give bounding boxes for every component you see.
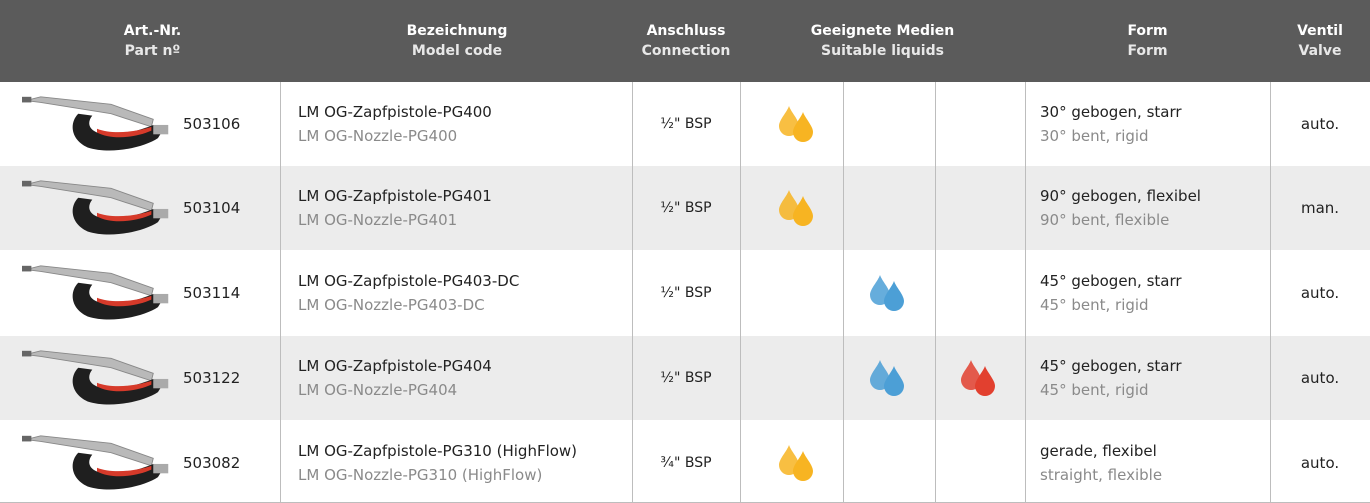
liquid-icon	[959, 360, 999, 396]
form-de: 90° gebogen, flexibel	[1040, 186, 1201, 206]
table: 503106 LM OG-Zapfpistole-PG400 LM OG-Nozzl…	[0, 0, 1370, 503]
header-label-de: Geeignete Medien	[740, 21, 1025, 41]
column-divider	[280, 82, 281, 503]
form-en: 90° bent, flexible	[1040, 210, 1169, 230]
table-body: 503106 LM OG-Zapfpistole-PG400 LM OG-Nozzl…	[0, 0, 1370, 503]
header-label-de: Anschluss	[632, 21, 740, 41]
column-divider	[632, 82, 633, 503]
connection: ¾" BSP	[632, 453, 740, 473]
name-en: LM OG-Nozzle-PG401	[298, 210, 457, 230]
liquid-icon	[777, 106, 817, 142]
liquid-icon	[777, 190, 817, 226]
header-label-en: Part nº	[20, 41, 285, 61]
valve: auto.	[1270, 368, 1370, 388]
name-de: LM OG-Zapfpistole-PG403-DC	[298, 271, 519, 291]
nozzle-icon	[22, 174, 172, 242]
header-label-en: Suitable liquids	[740, 41, 1025, 61]
column-divider	[1025, 82, 1026, 503]
drop-icon	[777, 190, 817, 226]
product-image	[22, 429, 172, 497]
valve: auto.	[1270, 114, 1370, 134]
part-number: 503114	[183, 283, 240, 303]
part-number: 503104	[183, 198, 240, 218]
header-label-en: Connection	[632, 41, 740, 61]
drop-icon	[868, 275, 908, 311]
header-label-de: Form	[1025, 21, 1270, 41]
valve: man.	[1270, 198, 1370, 218]
liquid-icon	[777, 445, 817, 481]
product-image	[22, 90, 172, 158]
form-en: straight, flexible	[1040, 465, 1162, 485]
connection: ½" BSP	[632, 198, 740, 218]
form-en: 45° bent, rigid	[1040, 295, 1149, 315]
product-image	[22, 344, 172, 412]
name-de: LM OG-Zapfpistole-PG401	[298, 186, 492, 206]
part-number: 503122	[183, 368, 240, 388]
drop-icon	[868, 360, 908, 396]
name-de: LM OG-Zapfpistole-PG310 (HighFlow)	[298, 441, 577, 461]
header-label-de: Art.-Nr.	[20, 21, 285, 41]
connection: ½" BSP	[632, 368, 740, 388]
part-number: 503082	[183, 453, 240, 473]
header-label-en: Model code	[282, 41, 632, 61]
header-label-de: Ventil	[1270, 21, 1370, 41]
nozzle-icon	[22, 259, 172, 327]
product-image	[22, 174, 172, 242]
name-en: LM OG-Nozzle-PG403-DC	[298, 295, 485, 315]
drop-icon	[777, 106, 817, 142]
nozzle-icon	[22, 429, 172, 497]
drop-icon	[777, 445, 817, 481]
form-de: 45° gebogen, starr	[1040, 271, 1182, 291]
part-number: 503106	[183, 114, 240, 134]
form-en: 45° bent, rigid	[1040, 380, 1149, 400]
valve: auto.	[1270, 283, 1370, 303]
header-label-en: Valve	[1270, 41, 1370, 61]
header-label-en: Form	[1025, 41, 1270, 61]
liquid-icon	[868, 275, 908, 311]
column-divider	[740, 82, 741, 503]
liquid-icon	[868, 360, 908, 396]
valve: auto.	[1270, 453, 1370, 473]
product-image	[22, 259, 172, 327]
name-de: LM OG-Zapfpistole-PG400	[298, 102, 492, 122]
column-divider	[1270, 82, 1271, 503]
form-de: 45° gebogen, starr	[1040, 356, 1182, 376]
column-divider	[843, 82, 844, 503]
column-divider	[935, 82, 936, 503]
form-de: 30° gebogen, starr	[1040, 102, 1182, 122]
name-en: LM OG-Nozzle-PG404	[298, 380, 457, 400]
form-en: 30° bent, rigid	[1040, 126, 1149, 146]
name-de: LM OG-Zapfpistole-PG404	[298, 356, 492, 376]
connection: ½" BSP	[632, 283, 740, 303]
connection: ½" BSP	[632, 114, 740, 134]
name-en: LM OG-Nozzle-PG310 (HighFlow)	[298, 465, 542, 485]
form-de: gerade, flexibel	[1040, 441, 1157, 461]
nozzle-icon	[22, 90, 172, 158]
name-en: LM OG-Nozzle-PG400	[298, 126, 457, 146]
drop-icon	[959, 360, 999, 396]
nozzle-icon	[22, 344, 172, 412]
header-label-de: Bezeichnung	[282, 21, 632, 41]
